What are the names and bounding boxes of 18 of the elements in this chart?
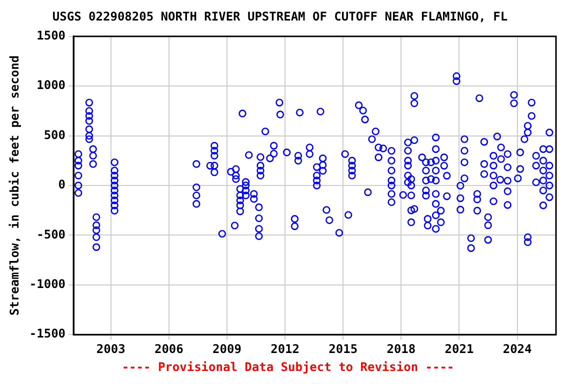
y-tick-label: 500	[44, 128, 66, 142]
y-tick-label: 0	[58, 178, 66, 192]
y-tick-label: 1500	[36, 28, 66, 43]
chart-title: USGS 022908205 NORTH RIVER UPSTREAM OF CUTOFF NEAR FLAMINGO, FL	[52, 9, 508, 24]
y-tick-label: -1000	[29, 277, 66, 292]
text: ---- Provisional Data Subject to Revision ----	[120, 360, 456, 374]
x-tick-label: 2006	[154, 342, 184, 356]
x-tick-label: 2009	[212, 342, 242, 356]
x-tick-label: 2024	[502, 342, 532, 356]
y-axis-title: Streamflow, in cubic feet per second	[7, 55, 22, 316]
x-tick-label: 2021	[444, 342, 474, 356]
x-tick-label: 2018	[386, 342, 416, 356]
x-tick-label: 2012	[270, 342, 300, 356]
x-tick-label: 2015	[328, 342, 358, 356]
y-tick-label: -500	[36, 227, 66, 242]
y-tick-label: 1000	[36, 78, 66, 92]
y-tick-label: -1500	[29, 326, 66, 341]
x-tick-label: 2003	[96, 342, 126, 356]
